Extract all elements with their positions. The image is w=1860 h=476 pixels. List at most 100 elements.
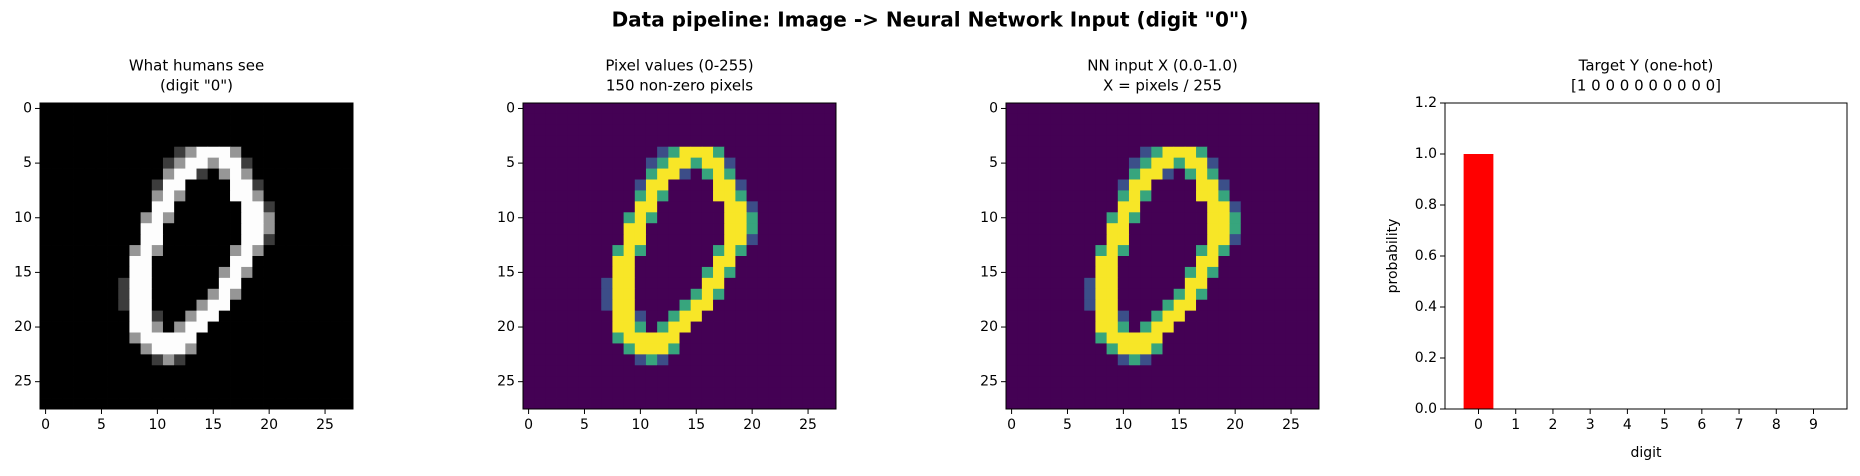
pixel [657, 376, 669, 388]
pixel [534, 332, 546, 344]
pixel [634, 354, 647, 366]
pixel [207, 376, 220, 388]
pixel [634, 135, 647, 148]
pixel [1162, 288, 1175, 301]
pixel [679, 343, 692, 355]
pixel [802, 234, 815, 246]
pixel [567, 223, 580, 235]
pixel [319, 190, 332, 202]
pixel [1095, 135, 1108, 148]
pixel [1196, 299, 1208, 312]
pixel [230, 223, 242, 235]
pixel [746, 256, 759, 268]
pixel [1151, 365, 1163, 377]
pixel [657, 157, 669, 169]
pixel [657, 179, 669, 191]
pixel [768, 266, 781, 279]
pixel [701, 168, 714, 180]
pixel [1173, 201, 1186, 213]
pixel [252, 299, 264, 312]
pixel [73, 288, 86, 301]
pixel [757, 201, 770, 213]
pixel [1106, 179, 1119, 191]
pixel [735, 277, 747, 290]
pixel [1039, 223, 1052, 235]
pixel [701, 146, 714, 159]
pixel [768, 321, 781, 333]
pixel [679, 168, 692, 180]
pixel [84, 398, 97, 410]
pixel [1117, 277, 1130, 290]
pixel [735, 343, 747, 355]
pixel [1106, 124, 1119, 137]
pixel [1285, 266, 1298, 279]
pixel [1106, 321, 1119, 333]
axes-frame [39, 102, 354, 410]
pixel [578, 343, 591, 355]
pixel [1173, 190, 1186, 202]
pixel [757, 376, 770, 388]
pixel [84, 168, 97, 180]
pixel [252, 103, 264, 115]
pixel [207, 103, 220, 115]
pixel [1128, 157, 1141, 169]
pixel [341, 234, 354, 246]
pixel [297, 256, 309, 268]
pixel [84, 266, 97, 279]
pixel [140, 168, 153, 180]
pixel [623, 234, 636, 246]
pixel [757, 365, 770, 377]
pixel [713, 354, 725, 366]
pixel [252, 277, 264, 290]
pixel [241, 266, 253, 279]
pixel [1017, 190, 1029, 202]
pixel [1073, 256, 1085, 268]
pixel [73, 299, 86, 312]
pixel [62, 103, 74, 115]
pixel [341, 135, 354, 148]
pixel [84, 299, 97, 312]
pixel [1285, 245, 1298, 257]
pixel [341, 256, 354, 268]
pixel [1274, 157, 1286, 169]
pixel [1106, 288, 1119, 301]
pixel [95, 321, 108, 333]
pixel [1184, 256, 1197, 268]
pixel [645, 387, 658, 399]
axes-frame [1444, 102, 1848, 410]
pixel [824, 234, 837, 246]
pixel [241, 113, 253, 126]
pixel [657, 310, 669, 322]
pixel [1028, 157, 1040, 169]
pixel [746, 266, 759, 279]
pixel [1050, 157, 1063, 169]
pixel [746, 387, 759, 399]
pixel [263, 245, 276, 257]
pixel [263, 365, 276, 377]
pixel [84, 103, 97, 115]
pixel [1006, 103, 1018, 115]
pixel [657, 168, 669, 180]
pixel [252, 343, 264, 355]
pixel [230, 212, 242, 224]
pixel [1196, 113, 1208, 126]
pixel [118, 288, 130, 301]
pixel [1207, 157, 1219, 169]
pixel [590, 299, 602, 312]
pixel [1274, 376, 1286, 388]
pixel [308, 245, 320, 257]
pixel [1207, 245, 1219, 257]
pixel [1073, 179, 1085, 191]
pixel [1307, 376, 1320, 388]
pixel [129, 321, 142, 333]
pixel [252, 135, 264, 148]
pixel [1240, 376, 1253, 388]
pixel [151, 288, 164, 301]
pixel [556, 190, 569, 202]
pixel [1095, 310, 1108, 322]
pixel [1251, 157, 1264, 169]
pixel [556, 288, 569, 301]
pixel [1084, 168, 1096, 180]
pixel [601, 234, 613, 246]
